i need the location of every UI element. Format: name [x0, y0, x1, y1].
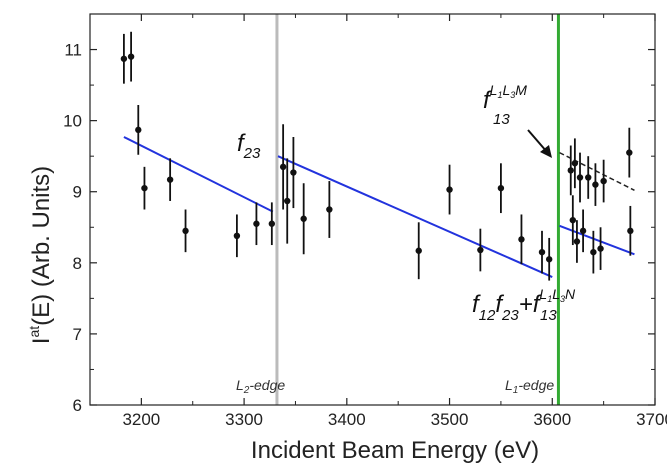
data-point	[571, 160, 579, 167]
y-tick-label: 8	[73, 254, 82, 273]
data-point	[284, 197, 291, 205]
f13-l1l3m-label: fL1L3M	[483, 82, 527, 114]
data-point	[477, 246, 484, 254]
f12-f23-plus-f13-label: f12f23+fL1L3N	[472, 286, 576, 324]
x-tick-label: 3400	[328, 410, 366, 429]
data-point	[567, 167, 574, 174]
x-tick-label: 3600	[533, 410, 571, 429]
fit-line	[123, 136, 274, 213]
y-axis-title-sup: at	[26, 326, 42, 338]
data-point	[300, 215, 307, 222]
data-point	[268, 220, 276, 227]
data-point	[592, 181, 599, 188]
data-point	[627, 227, 634, 235]
data-point	[576, 174, 584, 181]
data-point	[415, 247, 422, 254]
data-point	[446, 186, 453, 193]
data-point	[127, 53, 135, 60]
data-point	[135, 126, 142, 134]
data-point	[597, 245, 604, 252]
annotation-arrow	[527, 129, 552, 158]
data-point	[585, 174, 592, 181]
fit-line	[559, 224, 635, 256]
f23-label: f23	[237, 130, 261, 162]
data-point	[141, 184, 148, 192]
data-point	[166, 176, 174, 183]
data-point	[290, 169, 297, 176]
data-point	[182, 227, 189, 235]
data-point	[573, 238, 581, 245]
data-point	[233, 232, 241, 240]
y-tick-label: 11	[64, 41, 82, 60]
axis-ticks: 3200 3300 3400 3500 3600 3700 6 7 8 9 10 11	[63, 14, 667, 429]
y-axis-title: Iat(E) (Arb. Units)	[26, 166, 55, 344]
data-point	[253, 220, 260, 227]
data-point	[569, 216, 577, 224]
y-axis-title-main: I	[28, 338, 55, 345]
x-axis-title: Incident Beam Energy (eV)	[251, 437, 539, 464]
data-point	[545, 256, 553, 263]
x-tick-label: 3300	[225, 410, 263, 429]
y-tick-label: 6	[73, 396, 82, 415]
l2-edge-label: L2-edge	[236, 377, 285, 396]
data-points	[120, 31, 634, 281]
data-point	[600, 177, 607, 185]
svg-text:Iat(E) (Arb. Units): Iat(E) (Arb. Units)	[26, 166, 55, 344]
y-tick-label: 9	[73, 183, 82, 202]
x-tick-label: 3700	[636, 410, 667, 429]
data-point	[326, 206, 333, 213]
f13-l1l3m-sub: 13	[493, 111, 510, 128]
data-point	[518, 236, 525, 243]
y-tick-label: 7	[73, 325, 82, 344]
data-point	[497, 184, 505, 192]
data-point	[120, 55, 128, 62]
data-point	[590, 248, 597, 256]
x-tick-label: 3200	[122, 410, 160, 429]
y-axis-title-rest: (E) (Arb. Units)	[28, 166, 55, 326]
y-tick-label: 10	[63, 112, 82, 131]
data-point	[579, 227, 587, 235]
fit-line	[277, 155, 553, 278]
edge-lines	[275, 14, 560, 405]
dashed-extrapolation-line	[559, 151, 635, 191]
data-point	[538, 248, 546, 256]
data-point	[626, 149, 633, 156]
x-tick-label: 3500	[431, 410, 469, 429]
plot-frame	[89, 13, 656, 406]
data-point	[279, 163, 287, 171]
l1-edge-label: L1-edge	[505, 377, 554, 396]
f13-n-sub: 13	[540, 307, 557, 324]
